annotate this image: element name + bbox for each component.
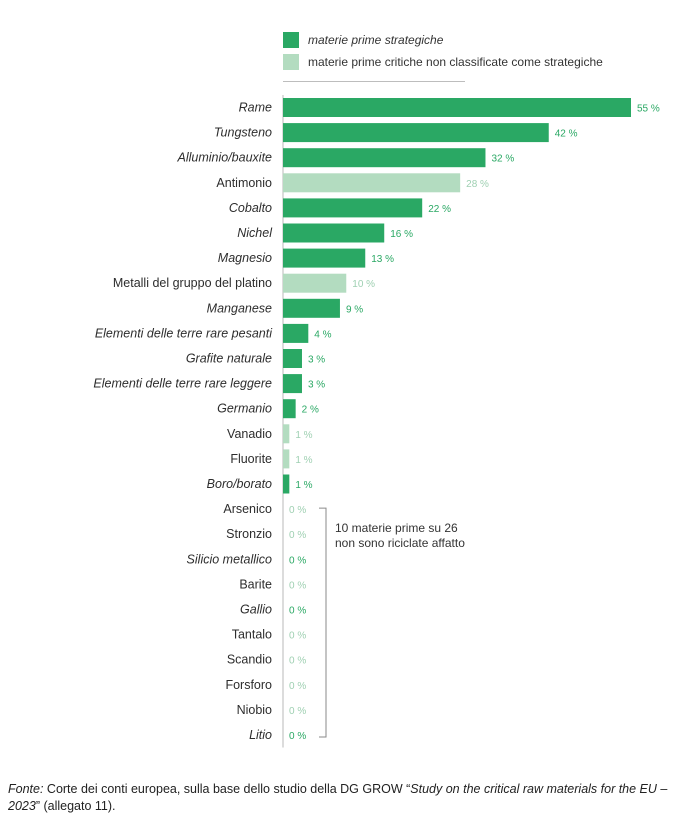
data-label: 13 % — [371, 254, 394, 265]
data-label: 1 % — [295, 430, 312, 441]
bar — [283, 273, 347, 293]
data-label: 4 % — [314, 329, 331, 340]
bar — [283, 424, 290, 444]
source-text-1: Corte dei conti europea, sulla base dell… — [43, 782, 411, 796]
category-label: Germanio — [217, 402, 272, 416]
data-label: 0 % — [289, 505, 306, 516]
category-label: Alluminio/bauxite — [177, 151, 273, 165]
data-label: 0 % — [289, 530, 306, 541]
legend-swatch-non-strategic — [283, 54, 299, 70]
annotation-line-1: 10 materie prime su 26 — [335, 521, 458, 535]
data-label: 32 % — [491, 154, 514, 165]
bar — [283, 323, 309, 343]
category-label: Forsforo — [225, 678, 272, 692]
data-label: 3 % — [308, 355, 325, 366]
data-label: 9 % — [346, 304, 363, 315]
data-label: 1 % — [295, 455, 312, 466]
data-label: 42 % — [555, 129, 578, 140]
legend-item-non-strategic: materie prime critiche non classificate … — [283, 53, 603, 71]
bar — [283, 223, 385, 243]
data-label: 10 % — [352, 279, 375, 290]
data-label: 0 % — [289, 656, 306, 667]
zero-group-bracket — [319, 507, 327, 738]
bar — [283, 449, 290, 469]
source-note: Fonte: Corte dei conti europea, sulla ba… — [8, 781, 678, 815]
category-label: Silicio metallico — [187, 552, 272, 566]
category-label: Metalli del gruppo del platino — [113, 276, 272, 290]
data-label: 0 % — [289, 731, 306, 742]
data-label: 16 % — [390, 229, 413, 240]
data-label: 22 % — [428, 204, 451, 215]
source-text-2: ” (allegato 11). — [35, 799, 116, 813]
category-label: Arsenico — [223, 502, 272, 516]
data-label: 0 % — [289, 706, 306, 717]
bar — [283, 173, 461, 193]
category-label: Cobalto — [229, 201, 272, 215]
category-label: Stronzio — [226, 527, 272, 541]
bar — [283, 123, 549, 143]
bar — [283, 374, 302, 394]
data-label: 2 % — [302, 405, 319, 416]
category-label: Grafite naturale — [186, 352, 272, 366]
category-label: Niobio — [237, 703, 272, 717]
source-prefix: Fonte: — [8, 782, 44, 796]
bar — [283, 148, 486, 168]
category-label: Fluorite — [230, 452, 272, 466]
legend-item-strategic: materie prime strategiche — [283, 31, 443, 49]
data-label: 0 % — [289, 681, 306, 692]
category-label: Antimonio — [216, 176, 272, 190]
category-label: Nichel — [237, 226, 273, 240]
bar — [283, 198, 423, 218]
category-label: Tantalo — [232, 628, 272, 642]
data-label: 28 % — [466, 179, 489, 190]
data-label: 1 % — [295, 480, 312, 491]
category-label: Gallio — [240, 603, 272, 617]
legend-swatch-strategic — [283, 32, 299, 48]
bar — [283, 474, 290, 494]
data-label: 55 % — [637, 104, 660, 115]
data-label: 0 % — [289, 631, 306, 642]
data-label: 0 % — [289, 555, 306, 566]
category-label: Litio — [249, 728, 272, 742]
category-label: Magnesio — [218, 251, 272, 265]
data-label: 3 % — [308, 380, 325, 391]
source-study-title: Study on the critical raw materials for … — [8, 782, 668, 813]
category-label: Elementi delle terre rare leggere — [93, 377, 272, 391]
category-label: Scandio — [227, 653, 272, 667]
bar — [283, 349, 302, 368]
category-label: Vanadio — [227, 427, 272, 441]
category-label: Barite — [239, 577, 272, 591]
legend-label-non-strategic: materie prime critiche non classificate … — [308, 55, 603, 69]
bar — [283, 248, 366, 268]
bar — [283, 98, 631, 117]
data-label: 0 % — [289, 606, 306, 617]
category-label: Tungsteno — [214, 126, 272, 140]
legend-divider — [283, 81, 465, 82]
legend-label-strategic: materie prime strategiche — [308, 33, 444, 47]
category-label: Manganese — [207, 301, 272, 315]
annotation-line-2: non sono riciclate affatto — [335, 536, 465, 550]
category-label: Rame — [239, 101, 272, 115]
category-label: Boro/borato — [207, 477, 272, 491]
bar — [283, 298, 340, 318]
category-label: Elementi delle terre rare pesanti — [95, 326, 273, 340]
zero-recycling-annotation: 10 materie prime su 26 non sono riciclat… — [335, 521, 465, 551]
data-label: 0 % — [289, 580, 306, 591]
bar — [283, 399, 296, 419]
